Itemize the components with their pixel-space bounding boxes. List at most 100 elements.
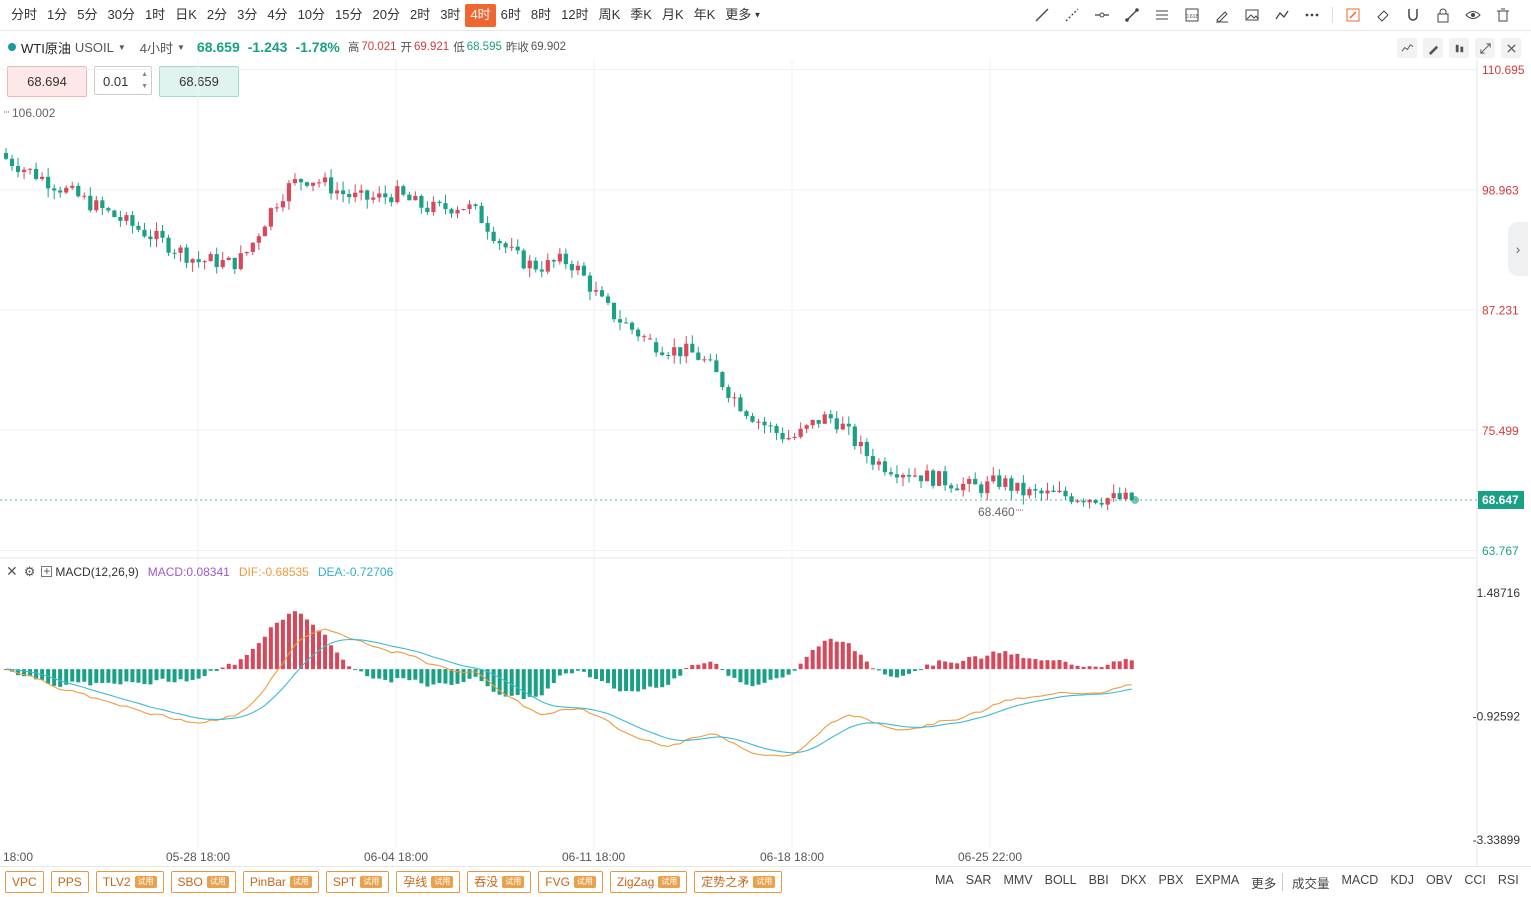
lot-size-value: 0.01 bbox=[103, 74, 129, 89]
indicator-tag[interactable]: SPT 试用 bbox=[325, 871, 390, 893]
candle-body bbox=[220, 259, 225, 268]
pen-icon[interactable] bbox=[1423, 38, 1443, 58]
main-indicator-item[interactable]: PBX bbox=[1158, 873, 1184, 887]
lot-stepper-icon[interactable]: ▲ ▼ bbox=[141, 71, 148, 90]
lock-icon[interactable] bbox=[1433, 5, 1453, 25]
candle-body bbox=[172, 252, 177, 254]
indicator-tag[interactable]: 孕线 试用 bbox=[396, 871, 461, 893]
period-tab[interactable]: 4时 bbox=[465, 4, 496, 27]
period-tab[interactable]: 周K bbox=[598, 7, 621, 22]
main-indicator-item[interactable]: MMV bbox=[1003, 873, 1033, 887]
main-indicator-item[interactable]: EXPMA bbox=[1195, 873, 1240, 887]
period-tab[interactable]: 8时 bbox=[530, 7, 552, 22]
period-tab[interactable]: 5分 bbox=[77, 7, 98, 22]
period-tab[interactable]: 30分 bbox=[107, 7, 135, 22]
macd-histogram-bar bbox=[136, 669, 141, 683]
close-icon[interactable] bbox=[1501, 38, 1521, 58]
period-tab[interactable]: 3时 bbox=[440, 7, 461, 22]
trash-icon[interactable] bbox=[1493, 5, 1513, 25]
lot-size-input[interactable]: 0.01 ▲ ▼ bbox=[94, 66, 152, 95]
indicator-tag[interactable]: PPS bbox=[50, 871, 89, 893]
indicator-collapse-icon[interactable]: + bbox=[41, 564, 53, 578]
main-indicator-item[interactable]: MA bbox=[935, 873, 954, 887]
indicator-tag[interactable]: 吞没 试用 bbox=[467, 871, 532, 893]
sub-indicator-item[interactable]: RSI bbox=[1497, 873, 1519, 887]
sub-indicator-item[interactable]: MACD bbox=[1341, 873, 1379, 887]
period-tab[interactable]: 6时 bbox=[500, 7, 521, 22]
period-tab[interactable]: 季K bbox=[630, 7, 652, 22]
candle-body bbox=[322, 177, 328, 183]
expand-icon[interactable] bbox=[1475, 38, 1495, 58]
indicator-tag[interactable]: TLV2 试用 bbox=[95, 871, 164, 893]
period-tab[interactable]: 20分 bbox=[372, 7, 400, 22]
image-icon[interactable] bbox=[1242, 5, 1262, 25]
main-indicator-item[interactable]: DKX bbox=[1120, 873, 1147, 887]
sub-indicator-item[interactable]: OBV bbox=[1425, 873, 1453, 887]
macd-histogram-bar bbox=[949, 662, 954, 670]
sub-indicator-item[interactable]: KDJ bbox=[1390, 873, 1414, 887]
main-indicator-item[interactable]: 更多 bbox=[1251, 877, 1277, 891]
period-tab[interactable]: 更多 ▼ bbox=[725, 7, 762, 22]
indicator-tag[interactable]: ZigZag 试用 bbox=[609, 871, 688, 893]
indicator-tag[interactable]: PinBar 试用 bbox=[242, 871, 319, 893]
sub-indicator-item[interactable]: CCI bbox=[1464, 873, 1486, 887]
candle-body bbox=[1027, 489, 1032, 496]
indicator-tag[interactable]: FVG 试用 bbox=[538, 871, 603, 893]
main-indicator-item[interactable]: BOLL bbox=[1044, 873, 1077, 887]
macd-histogram-bar bbox=[1021, 658, 1026, 670]
ray-line-icon[interactable] bbox=[1062, 5, 1082, 25]
indicator-tag[interactable]: 定势之矛 试用 bbox=[694, 871, 783, 893]
period-tab[interactable]: 月K bbox=[661, 7, 684, 22]
trend-line-icon[interactable] bbox=[1032, 5, 1052, 25]
indicator-tag[interactable]: SBO 试用 bbox=[170, 871, 236, 893]
macd-histogram-bar bbox=[485, 669, 490, 687]
polyline-icon[interactable] bbox=[1272, 5, 1292, 25]
close-indicator-icon[interactable]: ✕ bbox=[6, 563, 18, 579]
indicator-settings-icon[interactable]: ⚙ bbox=[23, 563, 36, 579]
period-tab[interactable]: 4分 bbox=[267, 7, 288, 22]
period-tab[interactable]: 年K bbox=[693, 7, 716, 22]
sub-indicator-item[interactable]: 成交量 bbox=[1292, 877, 1330, 891]
symbol-code[interactable]: USOIL bbox=[74, 39, 114, 55]
period-tab[interactable]: 1分 bbox=[47, 7, 68, 22]
price-chart[interactable]: 110.695 98.963 87.231 75.499 63.767 68.647 106… bbox=[0, 0, 1531, 866]
more-dots-icon[interactable] bbox=[1302, 5, 1322, 25]
indicator-tag[interactable]: VPC bbox=[5, 871, 44, 893]
period-tab[interactable]: 12时 bbox=[561, 7, 589, 22]
main-indicator-item[interactable]: SAR bbox=[965, 873, 992, 887]
parallel-channel-icon[interactable] bbox=[1152, 5, 1172, 25]
symbol-name[interactable]: WTI原油 bbox=[21, 40, 71, 56]
magnet-icon[interactable] bbox=[1403, 5, 1423, 25]
candle-body bbox=[304, 182, 310, 186]
period-tab[interactable]: 15分 bbox=[335, 7, 363, 22]
indicator-icon[interactable] bbox=[1449, 38, 1469, 58]
candle-body bbox=[690, 343, 695, 353]
period-tab[interactable]: 3分 bbox=[237, 7, 258, 22]
chart-settings-icon[interactable] bbox=[1397, 38, 1417, 58]
interval-dropdown-icon[interactable]: ▼ bbox=[177, 42, 185, 52]
period-tab[interactable]: 分时 bbox=[11, 7, 38, 22]
horizontal-line-icon[interactable] bbox=[1092, 5, 1112, 25]
candle-body bbox=[714, 360, 719, 373]
period-tab[interactable]: 1时 bbox=[144, 7, 166, 22]
interval-label[interactable]: 4小时 bbox=[139, 40, 173, 56]
buy-price-button[interactable]: 68.659 bbox=[159, 66, 239, 97]
period-tab[interactable]: 2时 bbox=[409, 7, 431, 22]
period-tab[interactable]: 日K bbox=[175, 7, 197, 22]
main-indicator-item[interactable]: BBI bbox=[1088, 873, 1109, 887]
macd-histogram-bar bbox=[816, 646, 821, 670]
more-dropdown-icon[interactable]: ▼ bbox=[751, 10, 762, 20]
fibonacci-icon[interactable]: 0.618 bbox=[1182, 5, 1202, 25]
brush-icon[interactable] bbox=[1212, 5, 1232, 25]
side-panel-toggle-icon[interactable]: › bbox=[1508, 222, 1528, 276]
period-tab[interactable]: 2分 bbox=[206, 7, 228, 22]
eye-icon[interactable] bbox=[1463, 5, 1483, 25]
sell-price-button[interactable]: 68.694 bbox=[7, 66, 87, 97]
segment-icon[interactable] bbox=[1122, 5, 1142, 25]
edit-icon[interactable] bbox=[1343, 5, 1363, 25]
macd-legend: ✕ ⚙ + MACD(12,26,9) MACD:0.08341 DIF:-0.… bbox=[6, 563, 393, 580]
eraser-icon[interactable] bbox=[1373, 5, 1393, 25]
period-tab[interactable]: 10分 bbox=[297, 7, 326, 22]
symbol-dropdown-icon[interactable]: ▼ bbox=[117, 42, 126, 52]
candle-body bbox=[876, 461, 881, 465]
